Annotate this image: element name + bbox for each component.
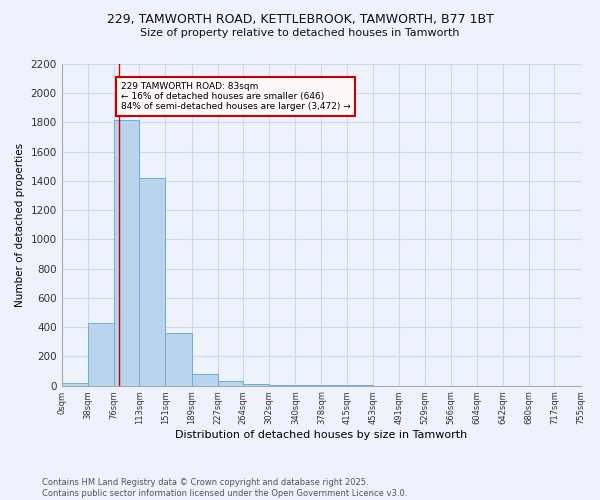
Bar [191,374,218,386]
Text: 229 TAMWORTH ROAD: 83sqm
← 16% of detached houses are smaller (646)
84% of semi-: 229 TAMWORTH ROAD: 83sqm ← 16% of detach… [121,82,350,112]
Bar [88,322,114,386]
Text: Size of property relative to detached houses in Tamworth: Size of property relative to detached ho… [140,28,460,38]
Bar [139,178,166,386]
Bar [166,333,191,386]
Bar [114,120,139,386]
Bar [62,382,88,386]
X-axis label: Distribution of detached houses by size in Tamworth: Distribution of detached houses by size … [175,430,467,440]
Bar [243,384,269,386]
Bar [218,381,243,386]
Y-axis label: Number of detached properties: Number of detached properties [15,142,25,307]
Text: Contains HM Land Registry data © Crown copyright and database right 2025.
Contai: Contains HM Land Registry data © Crown c… [42,478,407,498]
Text: 229, TAMWORTH ROAD, KETTLEBROOK, TAMWORTH, B77 1BT: 229, TAMWORTH ROAD, KETTLEBROOK, TAMWORT… [107,12,493,26]
